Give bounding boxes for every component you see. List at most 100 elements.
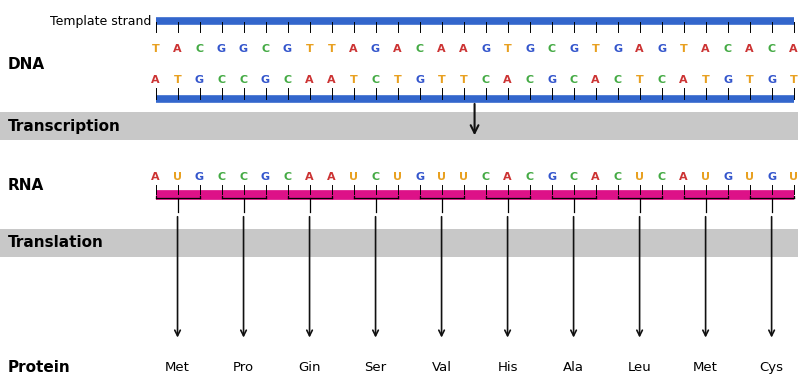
Text: A: A (789, 44, 798, 54)
Text: C: C (482, 172, 490, 182)
Text: C: C (570, 75, 578, 85)
Text: Protein: Protein (8, 360, 71, 375)
Text: C: C (284, 75, 292, 85)
Text: A: A (635, 44, 644, 54)
Text: U: U (173, 172, 182, 182)
Text: T: T (789, 75, 797, 85)
Text: G: G (195, 75, 204, 85)
Text: Leu: Leu (628, 361, 651, 374)
Text: G: G (723, 75, 732, 85)
Text: C: C (570, 172, 578, 182)
Text: C: C (547, 44, 555, 54)
Text: G: G (613, 44, 622, 54)
Text: T: T (328, 44, 336, 54)
Text: G: G (657, 44, 666, 54)
Text: C: C (372, 172, 380, 182)
Text: A: A (349, 44, 358, 54)
Text: DNA: DNA (8, 57, 45, 72)
Text: U: U (393, 172, 402, 182)
Text: Ala: Ala (563, 361, 584, 374)
Text: G: G (525, 44, 535, 54)
Text: G: G (481, 44, 490, 54)
Text: Val: Val (431, 361, 451, 374)
Text: C: C (526, 172, 534, 182)
Text: Pro: Pro (233, 361, 254, 374)
Text: U: U (635, 172, 644, 182)
Text: A: A (151, 172, 160, 182)
Text: Cys: Cys (760, 361, 784, 374)
Text: RNA: RNA (8, 178, 44, 193)
Text: G: G (723, 172, 732, 182)
Text: C: C (372, 75, 380, 85)
Text: A: A (305, 172, 314, 182)
Text: A: A (702, 44, 710, 54)
Text: G: G (569, 44, 578, 54)
Text: G: G (371, 44, 380, 54)
Text: C: C (261, 44, 269, 54)
Text: C: C (614, 75, 622, 85)
Text: C: C (724, 44, 732, 54)
Text: Template strand: Template strand (50, 15, 152, 28)
Text: C: C (217, 172, 225, 182)
Text: T: T (438, 75, 445, 85)
Text: G: G (261, 75, 270, 85)
Text: G: G (547, 75, 556, 85)
Text: G: G (283, 44, 292, 54)
Text: C: C (415, 44, 423, 54)
Text: T: T (680, 44, 687, 54)
Text: G: G (767, 172, 776, 182)
Text: U: U (459, 172, 468, 182)
Text: C: C (658, 75, 666, 85)
Text: Gin: Gin (298, 361, 321, 374)
Text: A: A (151, 75, 160, 85)
Text: T: T (350, 75, 357, 85)
Text: Translation: Translation (8, 235, 104, 250)
Text: A: A (459, 44, 468, 54)
Text: U: U (349, 172, 358, 182)
Text: G: G (547, 172, 556, 182)
Text: G: G (239, 44, 248, 54)
Text: A: A (393, 44, 402, 54)
Bar (0, 112, 797, 140)
Text: T: T (745, 75, 753, 85)
Text: C: C (217, 75, 225, 85)
Text: U: U (701, 172, 710, 182)
Text: A: A (503, 172, 512, 182)
Text: C: C (240, 75, 248, 85)
Text: T: T (503, 44, 511, 54)
Text: T: T (459, 75, 467, 85)
Text: T: T (636, 75, 643, 85)
Text: Ser: Ser (364, 361, 387, 374)
Text: A: A (173, 44, 182, 54)
Text: Transcription: Transcription (8, 119, 121, 133)
Text: T: T (394, 75, 401, 85)
Text: C: C (482, 75, 490, 85)
Text: G: G (415, 75, 424, 85)
Text: A: A (328, 75, 336, 85)
Text: A: A (503, 75, 512, 85)
Text: C: C (196, 44, 204, 54)
Text: T: T (306, 44, 313, 54)
Text: His: His (497, 361, 518, 374)
Text: A: A (591, 75, 600, 85)
Text: A: A (679, 172, 688, 182)
Text: C: C (658, 172, 666, 182)
Text: A: A (437, 44, 446, 54)
Text: C: C (240, 172, 248, 182)
Text: Met: Met (165, 361, 190, 374)
Text: U: U (437, 172, 446, 182)
Text: Met: Met (694, 361, 718, 374)
Text: C: C (526, 75, 534, 85)
Text: A: A (305, 75, 314, 85)
Text: A: A (745, 44, 754, 54)
Text: G: G (195, 172, 204, 182)
Text: T: T (702, 75, 710, 85)
Text: G: G (415, 172, 424, 182)
Text: U: U (789, 172, 798, 182)
Text: T: T (592, 44, 599, 54)
Text: G: G (261, 172, 270, 182)
Text: G: G (217, 44, 226, 54)
Text: A: A (591, 172, 600, 182)
Text: C: C (284, 172, 292, 182)
Text: C: C (614, 172, 622, 182)
